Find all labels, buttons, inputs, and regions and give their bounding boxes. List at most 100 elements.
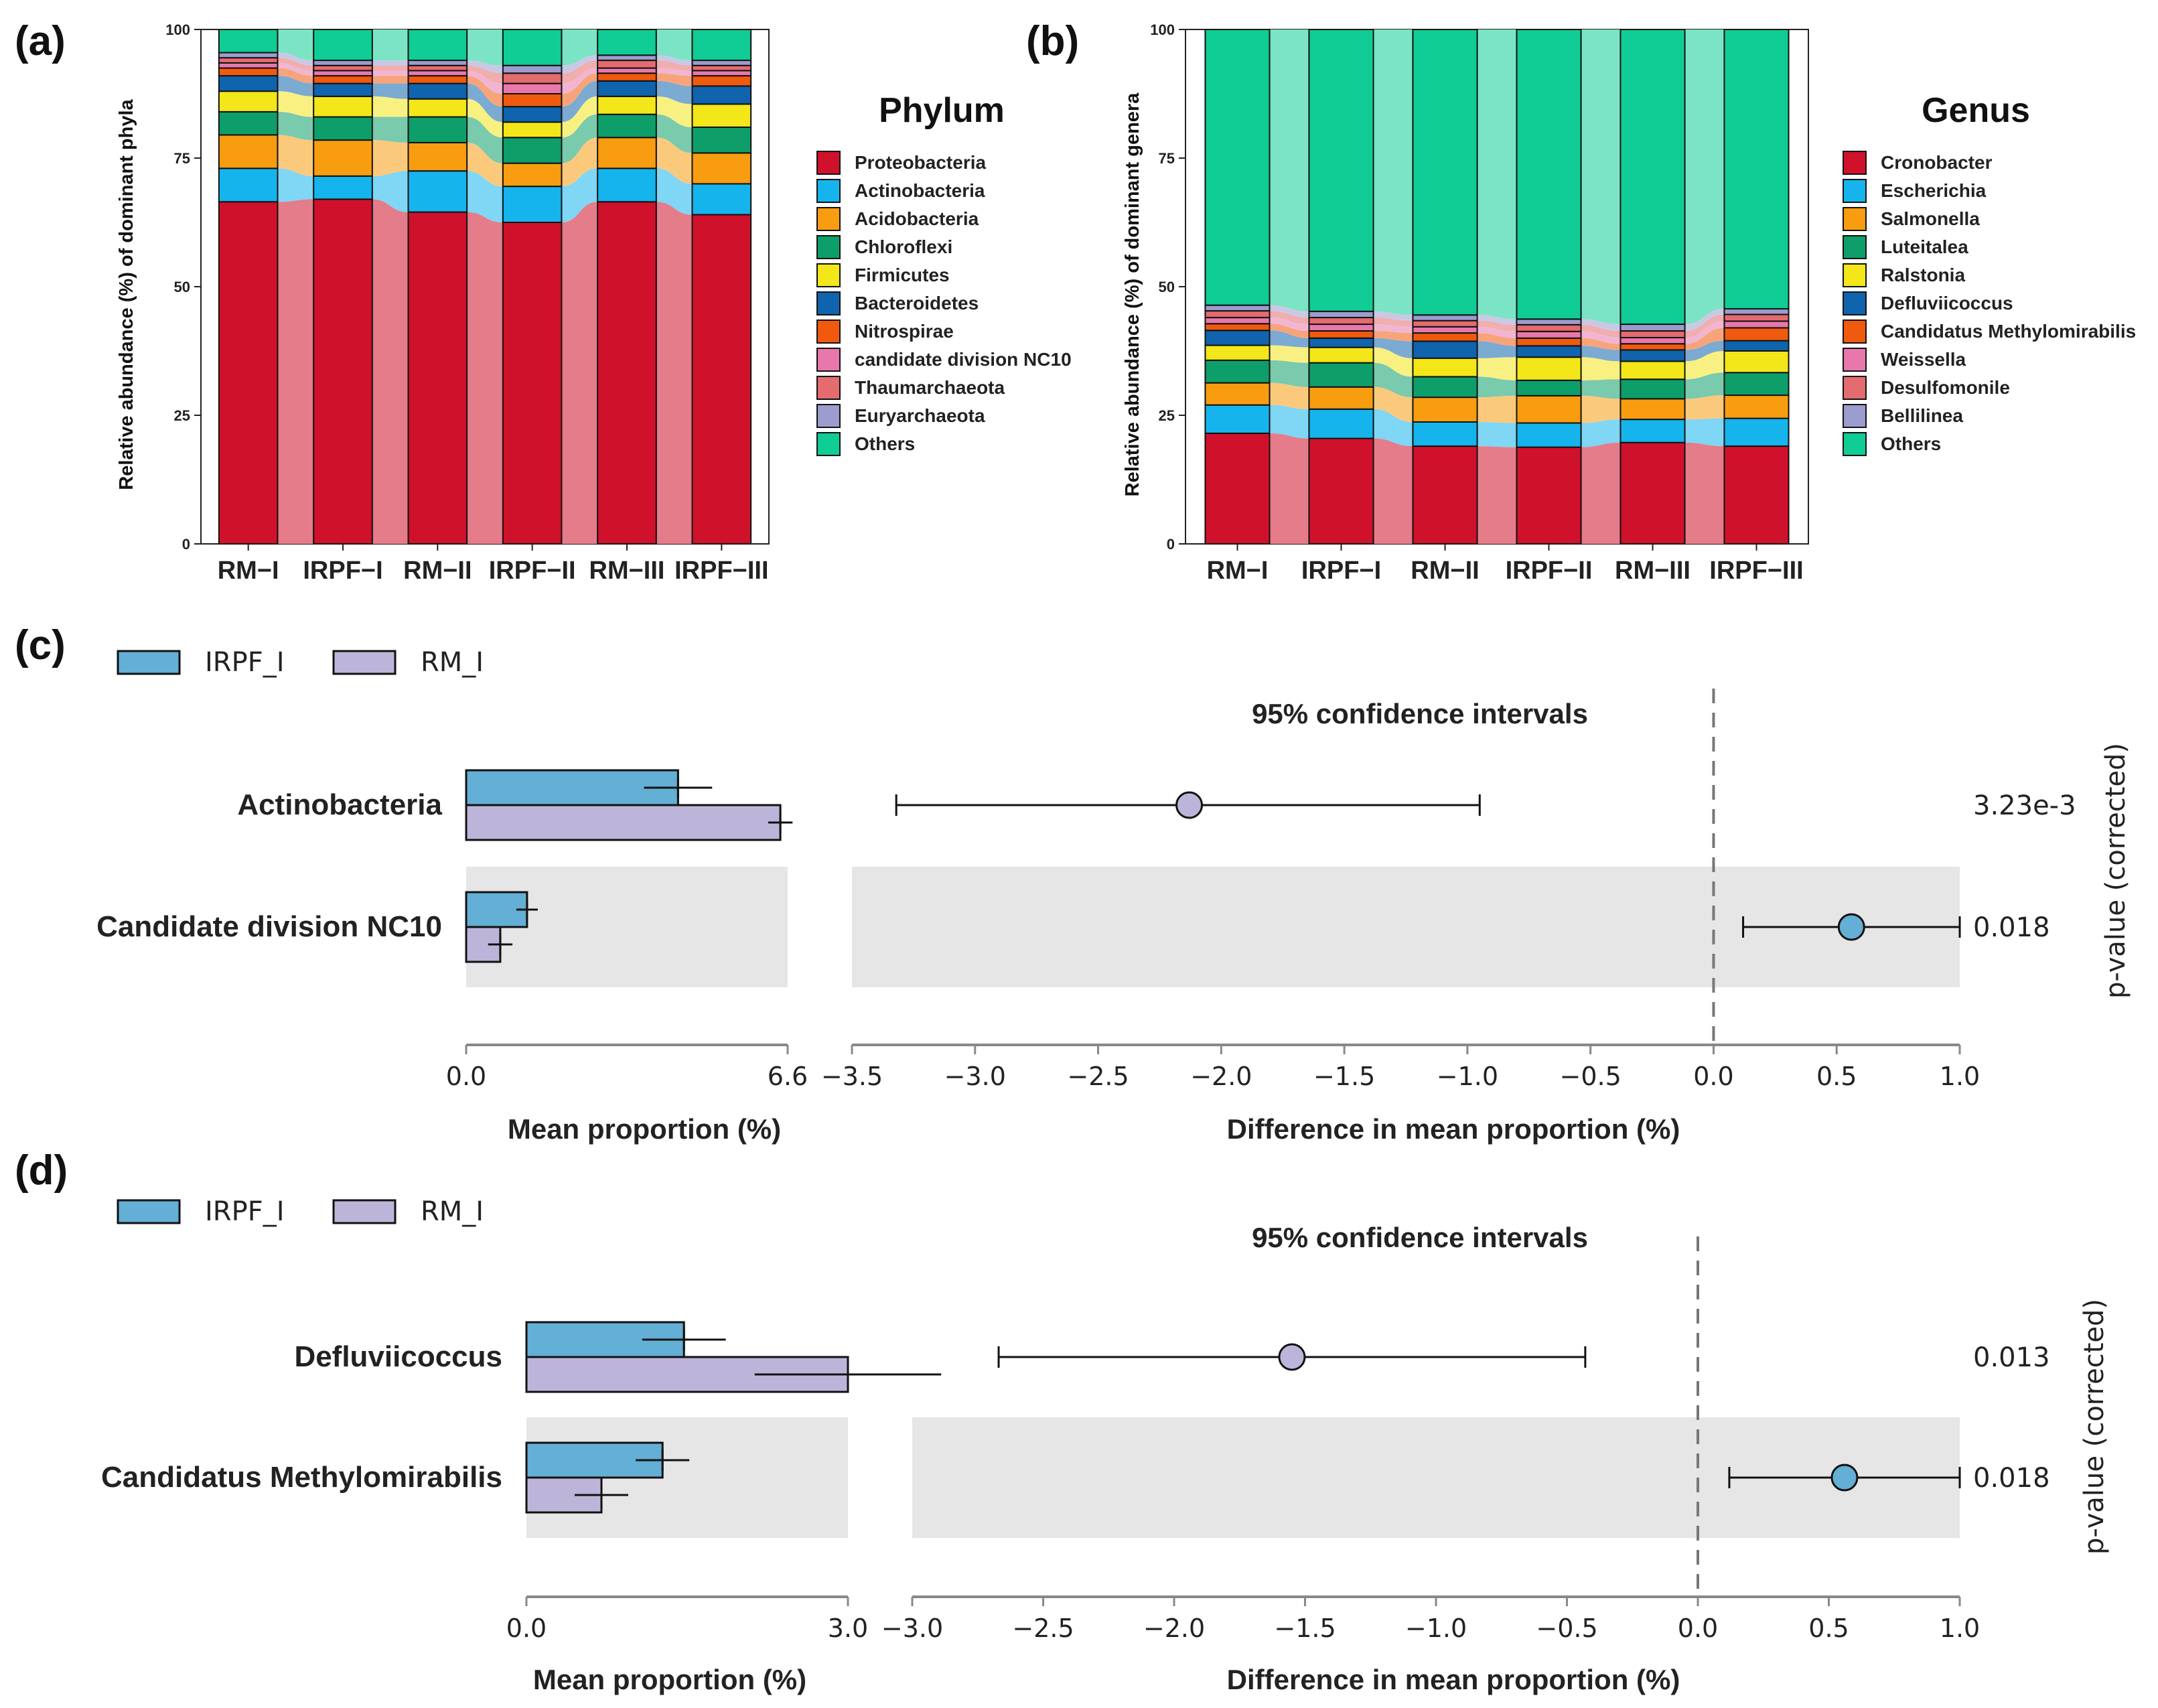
panel-b-bar-segment [1412,332,1478,342]
panel-b-flow-others [1373,29,1413,315]
panel-a-bar-segment [597,95,657,115]
panel-a-bar-segment [407,70,468,77]
panel-a-bar-segment [691,152,752,185]
panel-b-y-tick-label: 50 [1159,279,1175,295]
panel-b-flow-bellilinea [1373,311,1413,321]
panel-a-flow-acidobacteria [372,140,409,176]
panel-b-bar-segment [1412,319,1478,328]
panel-b-legend-swatch [1843,404,1867,428]
panel-a-flow-euryarchaeota [277,52,314,66]
panel-a-y-tick-label: 0 [182,536,190,553]
panel-b-bar-segment [1620,29,1686,326]
panel-b-bar-segment [1308,337,1374,348]
panel-b-bar-segment [1308,330,1374,339]
panel-a-flow-candidate-division-nc10 [561,68,598,94]
panel-b-legend-title: Genus [1922,91,2030,130]
panel-b-flow-escherichia [1373,409,1413,447]
panel-d-legend: IRPF_I RM_I [117,1196,484,1227]
panel-a-legend-label: Chloroflexi [855,236,952,257]
panel-a-bar-segment [407,29,468,62]
panel-d-diff-axis-tick-label: 0.0 [1678,1614,1718,1643]
panel-b-stacked-bar-chart: (b) Relative abundance (%) of dominant g… [1026,18,2136,585]
panel-a-bar-segment [218,134,279,169]
panel-a-legend-swatch [816,432,841,456]
panel-a-bar-segment [313,116,373,141]
panel-a-y-tick-label: 50 [174,279,190,295]
panel-a-y-tick-label: 100 [165,21,190,38]
panel-a-bar-segment [691,126,752,154]
panel-b-flow-candidatus-methylomirabilis [1684,328,1725,350]
panel-b-flow-ralstonia [1581,357,1621,380]
panel-a-bar-segment [313,29,373,62]
panel-a-flow-others [467,29,503,66]
panel-b-flow-desulfomonile [1269,311,1309,325]
panel-b-flow-defluviicoccus [1477,341,1517,358]
panel-b-bar-segment [1308,310,1374,319]
panel-a-bar-segment [218,75,279,92]
panel-a-flow-proteobacteria [561,202,598,544]
panel-b-x-tick-label: IRPF−III [1709,557,1803,585]
panel-b-flow-luteitalea [1477,376,1517,398]
panel-b-bar-segment [1620,441,1686,545]
panel-d-diff-axis-tick-label: −0.5 [1536,1614,1597,1643]
panel-b-bar-segment [1412,326,1478,334]
panel-b-flow-ralstonia [1477,357,1517,380]
panel-c-legend-label: IRPF_I [205,647,285,678]
panel-a-flow-chloroflexi [372,117,409,143]
panel-a-legend-label: candidate division NC10 [855,349,1072,370]
panel-a-stacked-bar-chart: (a) Relative abundance (%) of dominant p… [15,18,1072,585]
panel-a-bar-segment [407,98,468,118]
panel-a-legend-swatch [816,179,841,203]
panel-d-p-value: 0.013 [1973,1342,2050,1373]
panel-a-flow-others [372,29,409,61]
panel-a-legend-swatch [816,404,841,428]
panel-b-flow-candidatus-methylomirabilis [1477,333,1517,346]
panel-a-flow-proteobacteria [372,199,409,544]
panel-b-bar-segment [1723,445,1790,545]
panel-b-flow-bellilinea [1269,305,1309,318]
panel-c-p-value: 3.23e-3 [1973,790,2076,821]
panel-a-bar-segment [218,90,279,113]
panel-a-bar-segment [313,198,373,545]
panel-b-bar-segment [1412,29,1478,316]
panel-b-flow-ralstonia [1373,347,1413,377]
panel-a-flow-firmicutes [277,91,314,117]
panel-a-flow-bacteroidetes [467,83,503,123]
panel-a-bar-segment [691,214,752,545]
panel-a-label: (a) [15,18,66,64]
panel-a-bar-segment [691,85,752,105]
panel-b-bar-segment [1204,359,1271,384]
panel-c-diff-axis-tick-label: −1.0 [1437,1062,1498,1091]
panel-c-mean-axis-tick-label: 0.0 [446,1062,486,1091]
panel-a-bar-segment [407,211,468,545]
panel-a-flow-chloroflexi [277,111,314,141]
panel-b-bar-segment [1620,343,1686,351]
panel-b-legend-label: Escherichia [1881,180,1987,201]
panel-a-bar-segment [691,64,752,72]
panel-a-plot-area: RM−I IRPF−I RM−II IRPF−II RM−III IRPF−III 0 25 5… [165,21,770,585]
panel-c-diff-axis-tick-label: 1.0 [1940,1062,1980,1091]
panel-a-flow-firmicutes [561,96,598,138]
panel-a-flow-thaumarchaeota [467,65,503,84]
panel-a-legend-swatch [816,235,841,259]
panel-c-p-value: 0.018 [1973,912,2050,943]
panel-b-flow-desulfomonile [1684,314,1725,338]
panel-a-bar-segment [218,52,279,59]
panel-b-flow-defluviicoccus [1269,330,1309,348]
panel-b-bar-segment [1516,345,1582,358]
panel-b-bar-segment [1516,422,1582,448]
panel-b-flow-luteitalea [1684,372,1725,399]
panel-c-diff-axis-tick-label: 0.5 [1816,1062,1857,1091]
panel-a-x-tick-label: IRPF−I [303,557,382,585]
panel-a-bar-segment [502,72,563,84]
panel-b-bar-segment [1723,308,1790,315]
panel-a-flow-actinobacteria [372,171,409,212]
panel-b-bar-segment [1412,314,1478,322]
panel-a-bar-segment [502,121,563,139]
panel-d-legend-swatch [332,1199,397,1224]
panel-b-flow-cronobacter [1269,433,1309,544]
panel-a-bar-segment [691,183,752,216]
panel-b-bar-segment [1204,317,1271,325]
panel-d-category-label: Candidatus Methylomirabilis [101,1461,502,1494]
